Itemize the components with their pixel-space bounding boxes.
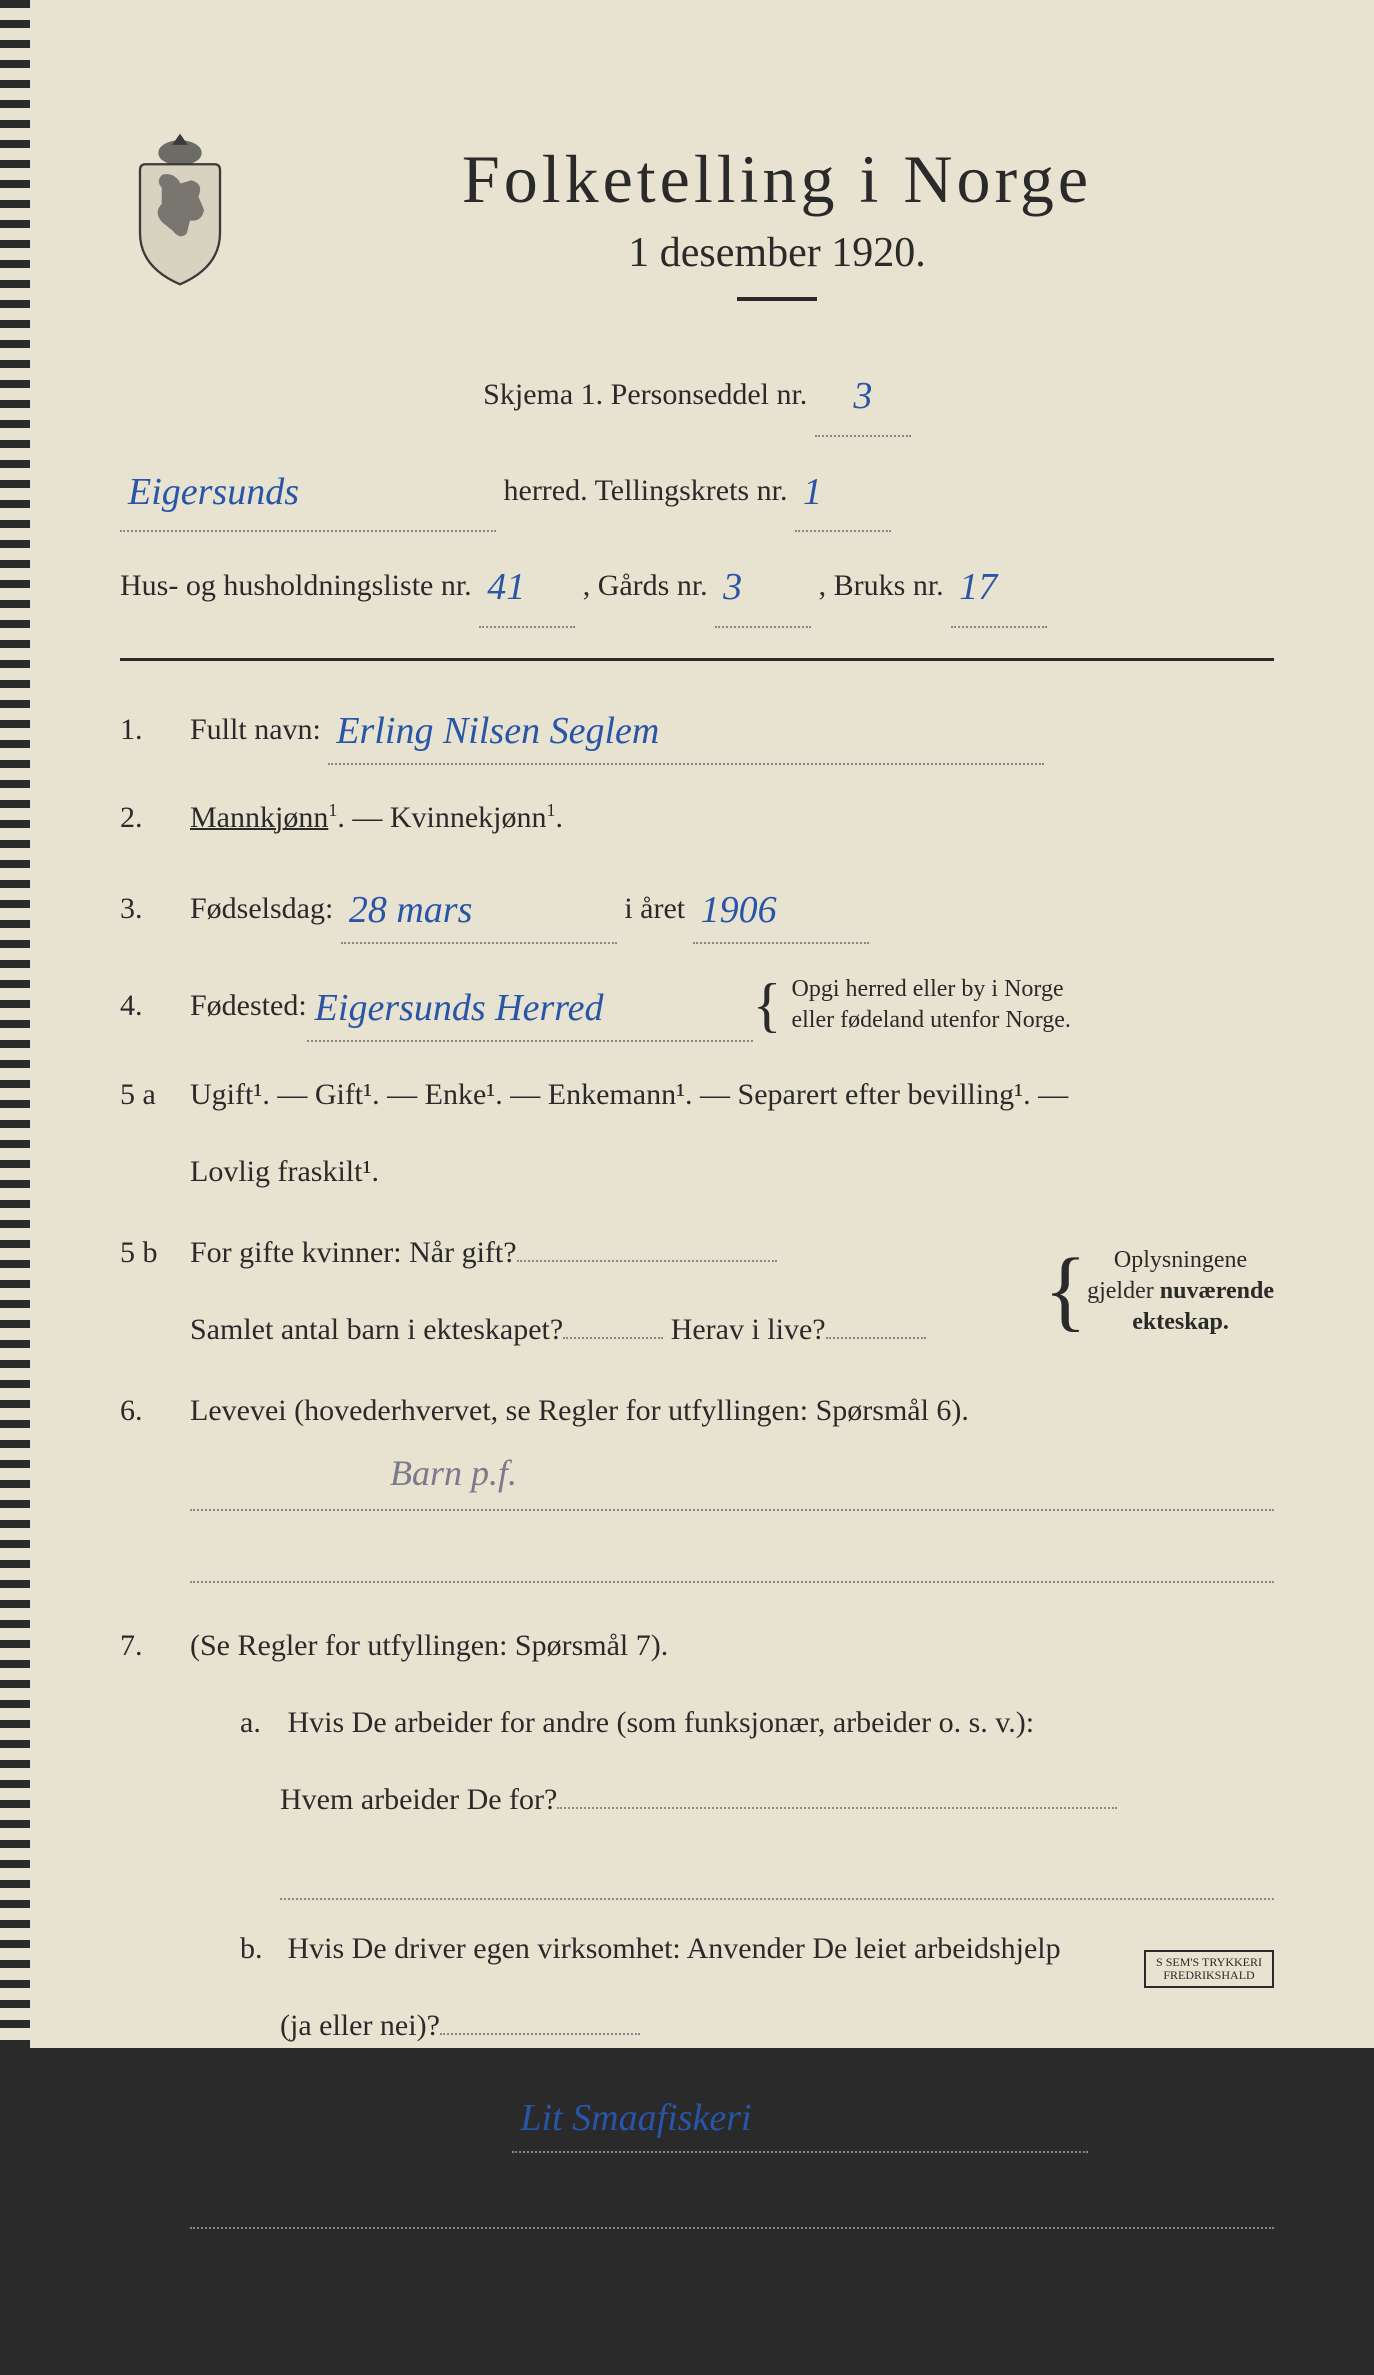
q7a-label: a.: [240, 1694, 280, 1751]
q3-day: 28 mars: [349, 889, 473, 931]
census-form: Folketelling i Norge 1 desember 1920. Sk…: [0, 0, 1374, 2048]
personseddel-value: 3: [853, 375, 872, 417]
q5a-text: Ugift¹. — Gift¹. — Enke¹. — Enkemann¹. —…: [190, 1066, 1274, 1123]
q8-value: Lit Smaafiskeri: [520, 2097, 751, 2139]
q5b-l2a: Samlet antal barn i ekteskapet?: [190, 1313, 563, 1346]
q5b-note2: gjelder nuværende: [1087, 1278, 1274, 1304]
q1-value: Erling Nilsen Seglem: [336, 710, 659, 752]
stamp-l2: FREDRIKSHALD: [1156, 1969, 1262, 1982]
q2-mann: Mannkjønn: [190, 801, 328, 834]
fill-line: [517, 1224, 777, 1262]
footnote2: ¹ Her kan svares ved tydelig understrekn…: [120, 2352, 1274, 2375]
husliste-value: 41: [487, 566, 525, 608]
subtitle: 1 desember 1920.: [280, 229, 1274, 277]
q6: 6. Levevei (hovederhvervet, se Regler fo…: [120, 1382, 1274, 1593]
q5b-note3: ekteskap.: [1132, 1309, 1229, 1335]
meta-skjema: Skjema 1. Personseddel nr. 3: [120, 351, 1274, 437]
bruks-value: 17: [959, 566, 997, 608]
questions: 1. Fullt navn: Erling Nilsen Seglem 2. M…: [120, 691, 1274, 2311]
blank-line: [190, 1531, 1274, 1583]
q7b: b. Hvis De driver egen virksomhet: Anven…: [240, 1920, 1274, 2054]
q3-mid: i året: [624, 892, 685, 925]
gards-label: , Gårds nr.: [583, 569, 708, 602]
q1: 1. Fullt navn: Erling Nilsen Seglem: [120, 691, 1274, 765]
q1-label: Fullt navn:: [190, 713, 321, 746]
q3: 3. Fødselsdag: 28 mars i året 1906: [120, 870, 1274, 944]
q5b-l2b: Herav i live?: [671, 1313, 826, 1346]
q6-answer: Barn p.f.: [190, 1459, 1274, 1511]
q4-value: Eigersunds Herred: [315, 987, 604, 1029]
footnote1: Har man ingen biinntekt av nogen betydni…: [190, 2269, 1274, 2311]
gards-value: 3: [723, 566, 742, 608]
q5a: 5 a Ugift¹. — Gift¹. — Enke¹. — Enkemann…: [120, 1066, 1274, 1200]
divider-icon: [120, 658, 1274, 661]
q4-label: Fødested:: [190, 977, 307, 1034]
q5b: 5 b For gifte kvinner: Når gift? Samlet …: [120, 1224, 1274, 1358]
fill-line: [440, 1997, 640, 2035]
meta-section: Skjema 1. Personseddel nr. 3 Eigersunds …: [120, 351, 1274, 628]
main-title: Folketelling i Norge: [280, 140, 1274, 219]
q5b-num: 5 b: [120, 1224, 190, 1281]
page-perforation: [0, 0, 30, 2048]
q8-label: Bierhverv (eller biinntekt): [190, 2100, 505, 2133]
q7-num: 7.: [120, 1617, 190, 1674]
q7a-text2: Hvem arbeider De for?: [280, 1783, 557, 1816]
q7b-label: b.: [240, 1920, 280, 1977]
q6-label: Levevei (hovederhvervet, se Regler for u…: [190, 1394, 969, 1427]
bruks-label: , Bruks nr.: [819, 569, 944, 602]
fill-line: [563, 1301, 663, 1339]
q2-sup1: 1: [328, 800, 337, 820]
q7a-text1: Hvis De arbeider for andre (som funksjon…: [288, 1706, 1035, 1739]
blank-line: [280, 1848, 1274, 1900]
q4-note2: eller fødeland utenfor Norge.: [791, 1007, 1070, 1033]
q2-kvinne: Kvinnekjønn: [390, 801, 547, 834]
q5a-text2: Lovlig fraskilt¹.: [190, 1143, 1274, 1200]
title-block: Folketelling i Norge 1 desember 1920.: [280, 120, 1274, 321]
q7: 7. (Se Regler for utfyllingen: Spørsmål …: [120, 1617, 1274, 2054]
printer-stamp: S SEM'S TRYKKERI FREDRIKSHALD: [1144, 1950, 1274, 1988]
q5b-note1: Oplysningene: [1114, 1247, 1247, 1273]
meta-herred: Eigersunds herred. Tellingskrets nr. 1: [120, 447, 1274, 533]
fill-line: [557, 1771, 1117, 1809]
q2-sup2: 1: [546, 800, 555, 820]
q4-note1: Opgi herred eller by i Norge: [791, 976, 1063, 1002]
divider-icon: [120, 2330, 1274, 2332]
q4: 4. Fødested: Eigersunds Herred { Opgi he…: [120, 968, 1274, 1042]
q2-sep: . —: [337, 801, 390, 834]
q3-label: Fødselsdag:: [190, 892, 333, 925]
q4-num: 4.: [120, 977, 190, 1034]
q8-num: 8.: [120, 2088, 190, 2145]
q5a-num: 5 a: [120, 1066, 190, 1123]
q7b-text2: (ja eller nei)?: [280, 2009, 440, 2042]
fill-line: [826, 1301, 926, 1339]
q5b-l1: For gifte kvinner: Når gift?: [190, 1236, 517, 1269]
q7a: a. Hvis De arbeider for andre (som funks…: [240, 1694, 1274, 1900]
q3-year: 1906: [701, 889, 777, 931]
q1-num: 1.: [120, 701, 190, 758]
q7-label: (Se Regler for utfyllingen: Spørsmål 7).: [190, 1617, 1274, 1674]
tellingskrets-value: 1: [803, 471, 822, 513]
q6-value: Barn p.f.: [390, 1439, 517, 1507]
q2-num: 2.: [120, 789, 190, 846]
header: Folketelling i Norge 1 desember 1920.: [120, 120, 1274, 321]
q7b-text1: Hvis De driver egen virksomhet: Anvender…: [288, 1932, 1061, 1965]
q4-note: Opgi herred eller by i Norge eller fødel…: [791, 974, 1070, 1036]
skjema-label: Skjema 1. Personseddel nr.: [483, 378, 807, 411]
q5b-note: Oplysningene gjelder nuværende ekteskap.: [1087, 1245, 1274, 1339]
divider-icon: [737, 297, 817, 301]
husliste-label: Hus- og husholdningsliste nr.: [120, 569, 472, 602]
blank-line: [190, 2177, 1274, 2229]
q6-num: 6.: [120, 1382, 190, 1439]
stamp-l1: S SEM'S TRYKKERI: [1156, 1956, 1262, 1969]
meta-husliste: Hus- og husholdningsliste nr. 41 , Gårds…: [120, 542, 1274, 628]
herred-label: herred. Tellingskrets nr.: [504, 474, 788, 507]
q2: 2. Mannkjønn1. — Kvinnekjønn1.: [120, 789, 1274, 846]
q8: 8. Bierhverv (eller biinntekt) Lit Smaaf…: [120, 2078, 1274, 2152]
coat-of-arms-icon: [120, 130, 240, 290]
q3-num: 3.: [120, 880, 190, 937]
herred-value: Eigersunds: [128, 471, 299, 513]
